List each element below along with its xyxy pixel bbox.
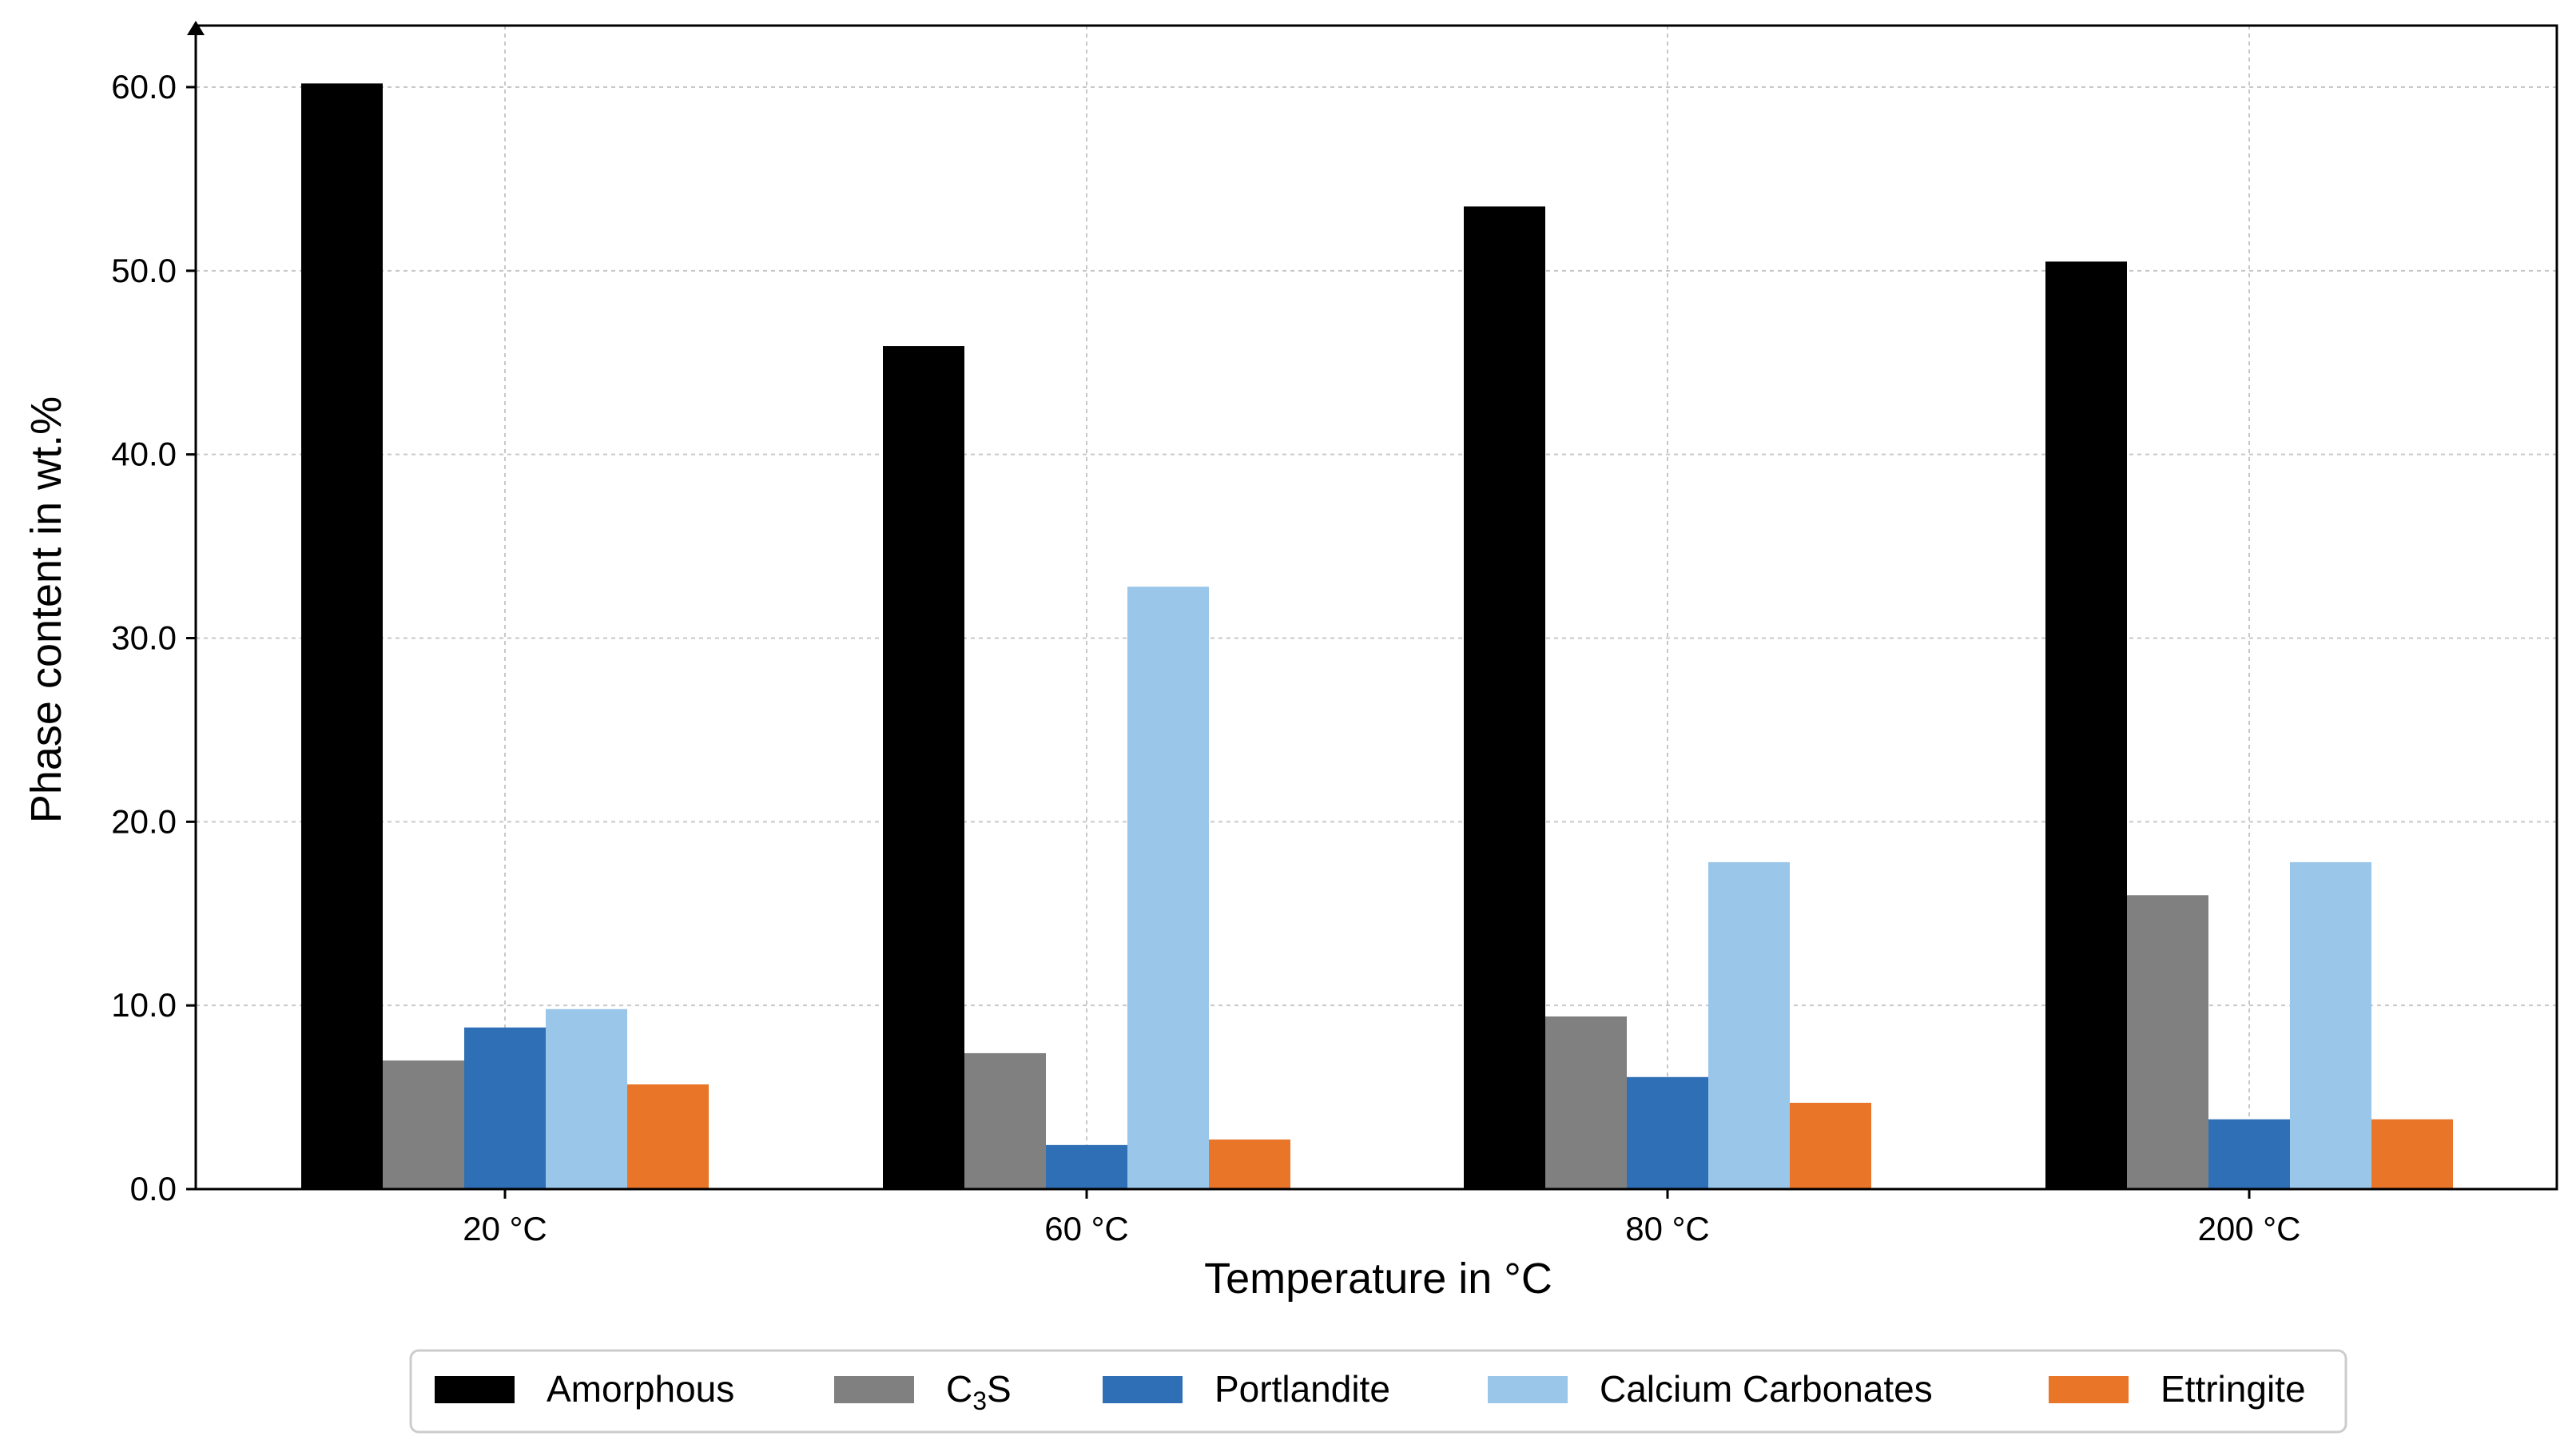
bar-ettringite-2: [1209, 1139, 1290, 1189]
bar-portlandite-4: [2208, 1119, 2290, 1189]
y-axis-title: Phase content in wt.%: [22, 396, 70, 823]
legend-label-ettringite: Ettringite: [2161, 1368, 2306, 1410]
legend-swatch-amorphous: [435, 1376, 515, 1403]
bar-portlandite-3: [1627, 1076, 1708, 1189]
bar-c3s-1: [383, 1060, 464, 1189]
axes: [187, 21, 2558, 1191]
x-axis-ticks: 20 °C 60 °C 80 °C 200 °C: [463, 1189, 2300, 1247]
bar-amorphous-1: [301, 83, 383, 1190]
bar-amorphous-4: [2045, 261, 2127, 1189]
legend-frame: [409, 1349, 2347, 1434]
bar-ettringite-4: [2371, 1119, 2453, 1189]
legend-swatch-portlandite: [1103, 1376, 1183, 1403]
legend-swatch-calcium-carbonates: [1488, 1376, 1568, 1403]
legend-label-calcium-carbonates: Calcium Carbonates: [1600, 1368, 1933, 1410]
y-tick-label: 60.0: [111, 68, 177, 105]
bars: [301, 83, 2453, 1190]
y-tick-label: 40.0: [111, 436, 177, 473]
x-axis-title: Temperature in °C: [1204, 1255, 1552, 1303]
bar-c3s-4: [2127, 895, 2208, 1189]
y-tick-label: 30.0: [111, 619, 177, 657]
y-tick-label: 20.0: [111, 802, 177, 840]
legend-label-c3s-main: C: [946, 1368, 972, 1410]
plot-frame: [194, 24, 2558, 1191]
legend-label-c3s-end: S: [987, 1368, 1012, 1410]
x-tick-label: 200 °C: [2198, 1210, 2301, 1247]
bar-calcium-carbonates-3: [1708, 861, 1790, 1189]
legend-swatch-c3s: [834, 1376, 914, 1403]
y-axis-arrow: [187, 21, 205, 35]
legend: Amorphous C3S Portlandite Calcium Carbon…: [409, 1349, 2347, 1434]
bar-calcium-carbonates-4: [2290, 861, 2371, 1189]
x-tick-label: 60 °C: [1044, 1210, 1129, 1247]
bar-calcium-carbonates-1: [546, 1008, 627, 1189]
legend-swatch-ettringite: [2049, 1376, 2129, 1403]
x-tick-label: 80 °C: [1625, 1210, 1710, 1247]
legend-label-amorphous: Amorphous: [547, 1368, 734, 1410]
legend-label-c3s-subscript: 3: [972, 1386, 987, 1415]
y-tick-label: 0.0: [130, 1170, 177, 1207]
legend-label-c3s: C3S: [946, 1368, 1012, 1415]
bar-portlandite-1: [464, 1027, 546, 1189]
y-tick-label: 10.0: [111, 986, 177, 1024]
bar-c3s-3: [1545, 1016, 1627, 1189]
bar-portlandite-2: [1046, 1144, 1127, 1189]
x-tick-label: 20 °C: [463, 1210, 547, 1247]
bar-c3s-2: [964, 1052, 1046, 1189]
bar-amorphous-2: [883, 346, 964, 1190]
y-axis-ticks: 0.0 10.0 20.0 30.0 40.0 50.0 60.0: [111, 68, 196, 1207]
bar-calcium-carbonates-2: [1127, 587, 1209, 1189]
bar-ettringite-1: [627, 1084, 709, 1189]
bar-ettringite-3: [1790, 1102, 1871, 1189]
y-tick-label: 50.0: [111, 252, 177, 289]
legend-label-portlandite: Portlandite: [1214, 1368, 1390, 1410]
bar-amorphous-3: [1464, 206, 1545, 1190]
